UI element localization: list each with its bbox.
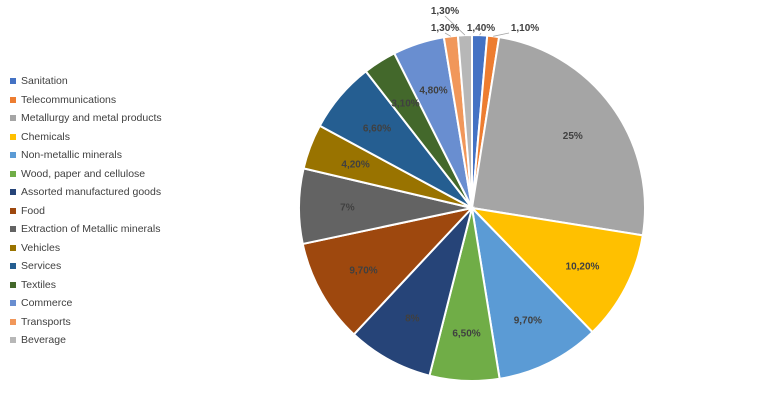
legend-item: Transports [10,313,162,332]
legend-swatch [10,152,16,159]
legend-label: Extraction of Metallic minerals [21,223,161,236]
legend-label: Commerce [21,297,73,310]
legend-item: Sanitation [10,72,162,91]
slice-data-label: 4,80% [419,86,447,97]
legend-swatch [10,244,16,251]
legend-item: Assorted manufactured goods [10,183,162,202]
slice-data-label: 4,20% [341,160,369,171]
legend-swatch [10,115,16,122]
legend-swatch [10,96,16,103]
legend-swatch [10,226,16,233]
leader-lines [444,15,510,37]
pie-slices [298,33,646,382]
legend-label: Wood, paper and cellulose [21,167,146,180]
legend-label: Non-metallic minerals [21,149,122,162]
legend-label: Textiles [21,278,57,291]
pie-slice [456,33,473,209]
legend-label: Metallurgy and metal products [21,112,162,125]
legend-swatch [10,133,16,140]
legend-swatch [10,318,16,325]
legend-label: Telecommunications [21,93,117,106]
legend-item: Food [10,202,162,221]
slice-data-label: 1,40% [467,23,495,34]
leader-line [444,32,451,37]
slice-data-label: 1,10% [511,23,539,34]
legend-swatch [10,78,16,85]
data-labels: 1,40% 1,10% 25% 10,20% 9,70% 6,50% 8% 9,70% 7% 4,… [340,6,599,339]
slice-data-label: 8% [405,313,420,324]
legend-swatch [10,263,16,270]
slice-data-label: 10,20% [566,262,600,273]
legend-item: Chemicals [10,128,162,147]
legend-item: Wood, paper and cellulose [10,165,162,184]
legend-item: Metallurgy and metal products [10,109,162,128]
slice-data-label: 7% [340,203,355,214]
pie-slice [470,35,646,237]
legend-item: Commerce [10,294,162,313]
legend-item: Services [10,257,162,276]
legend-label: Transports [21,315,71,328]
slice-data-label: 1,30% [431,23,459,34]
legend-swatch [10,189,16,196]
legend-item: Vehicles [10,239,162,258]
leader-line [444,15,466,36]
pie-slice [301,206,475,336]
legend-swatch [10,170,16,177]
legend-label: Chemicals [21,130,71,143]
legend-label: Vehicles [21,241,61,254]
legend-label: Food [21,204,45,217]
slice-data-label: 9,70% [514,315,542,326]
legend-label: Services [21,260,62,273]
slice-data-label: 1,30% [431,6,459,17]
legend-label: Assorted manufactured goods [21,186,162,199]
pie-slice [469,206,644,334]
legend-item: Textiles [10,276,162,295]
chart-legend: Sanitation Telecommunications Metallurgy a… [10,72,162,350]
slice-data-label: 6,50% [452,328,480,339]
legend-item: Extraction of Metallic minerals [10,220,162,239]
legend-swatch [10,337,16,344]
slice-data-label: 9,70% [349,265,377,276]
legend-swatch [10,281,16,288]
slice-data-label: 25% [563,131,583,142]
legend-item: Non-metallic minerals [10,146,162,165]
legend-item: Beverage [10,331,162,350]
leader-line [479,32,482,36]
legend-label: Sanitation [21,75,68,88]
legend-swatch [10,300,16,307]
slice-data-label: 3,10% [391,99,419,110]
pie-slice [470,205,594,380]
legend-swatch [10,207,16,214]
legend-item: Telecommunications [10,91,162,110]
slice-data-label: 6,60% [363,124,391,135]
leader-line [493,32,510,37]
legend-label: Beverage [21,334,66,347]
